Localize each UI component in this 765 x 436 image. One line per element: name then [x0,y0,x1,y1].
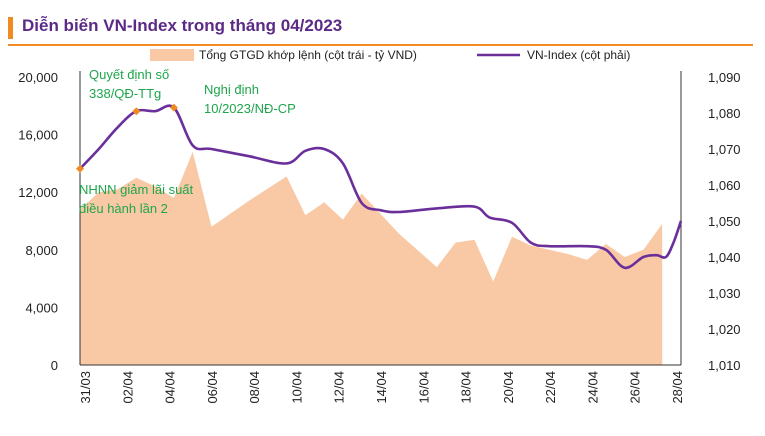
legend-line-label: VN-Index (cột phải) [527,48,630,62]
left-tick-label: 0 [51,358,58,373]
right-tick-label: 1,030 [708,286,741,301]
annotation-nhnn: NHNN giảm lãi suất điều hành lần 2 [79,182,194,216]
x-tick-label: 06/04 [205,371,220,404]
annotation-nd10-line1: Nghị định [204,82,259,97]
left-tick-label: 4,000 [25,300,58,315]
right-tick-label: 1,080 [708,106,741,121]
x-tick-label: 18/04 [459,371,474,404]
legend-area-swatch [150,49,194,61]
x-tick-label: 20/04 [501,371,516,404]
gtgd-area [80,151,663,365]
right-tick-label: 1,090 [708,70,741,85]
annotation-nd10-line2: 10/2023/NĐ-CP [204,101,296,116]
right-tick-label: 1,050 [708,214,741,229]
annotation-nhnn-line1: NHNN giảm lãi suất [79,182,194,197]
x-tick-label: 26/04 [628,371,643,404]
left-tick-label: 16,000 [18,128,58,143]
x-tick-label: 22/04 [543,371,558,404]
right-tick-label: 1,070 [708,142,741,157]
annotation-marker-2 [76,164,84,173]
annotation-qd338-line2: 338/QĐ-TTg [89,86,161,101]
title-accent-bar [8,17,13,39]
x-tick-label: 04/04 [163,371,178,404]
x-tick-label: 24/04 [585,371,600,404]
title-divider [8,44,753,46]
annotation-qd338-line1: Quyết định số [89,67,169,82]
gtgd-area-layer [80,151,663,365]
x-tick-label: 10/04 [289,371,304,404]
left-tick-label: 12,000 [18,185,58,200]
left-axis-ticks: 0 4,000 8,000 12,000 16,000 20,000 [18,70,58,373]
right-tick-label: 1,010 [708,358,741,373]
legend-area-label: Tổng GTGD khớp lệnh (cột trái - tỷ VND) [199,48,417,62]
left-tick-label: 8,000 [25,243,58,258]
annotation-qd338: Quyết định số 338/QĐ-TTg [89,67,169,101]
chart-title: Diễn biến VN-Index trong tháng 04/2023 [22,16,343,35]
x-tick-label: 08/04 [247,371,262,404]
right-axis-ticks: 1,010 1,020 1,030 1,040 1,050 1,060 1,070 1,080… [708,70,741,373]
x-tick-label: 14/04 [374,371,389,404]
x-axis-ticks: 31/03 02/04 04/04 06/04 08/04 10/04 12/04 14/04… [78,371,685,404]
annotation-marker-0 [132,107,141,116]
annotation-marker-1 [169,103,178,112]
x-tick-label: 02/04 [120,371,135,404]
x-tick-label: 28/04 [670,371,685,404]
x-tick-label: 12/04 [332,371,347,404]
x-tick-label: 16/04 [416,371,431,404]
axes [79,71,682,366]
left-tick-label: 20,000 [18,70,58,85]
right-tick-label: 1,060 [708,178,741,193]
right-tick-label: 1,020 [708,322,741,337]
x-tick-label: 31/03 [78,371,93,404]
legend: Tổng GTGD khớp lệnh (cột trái - tỷ VND) … [150,48,630,62]
annotation-nd10: Nghị định 10/2023/NĐ-CP [204,82,296,116]
right-tick-label: 1,040 [708,250,741,265]
annotation-nhnn-line2: điều hành lần 2 [79,201,168,216]
annotation-markers [76,103,178,173]
